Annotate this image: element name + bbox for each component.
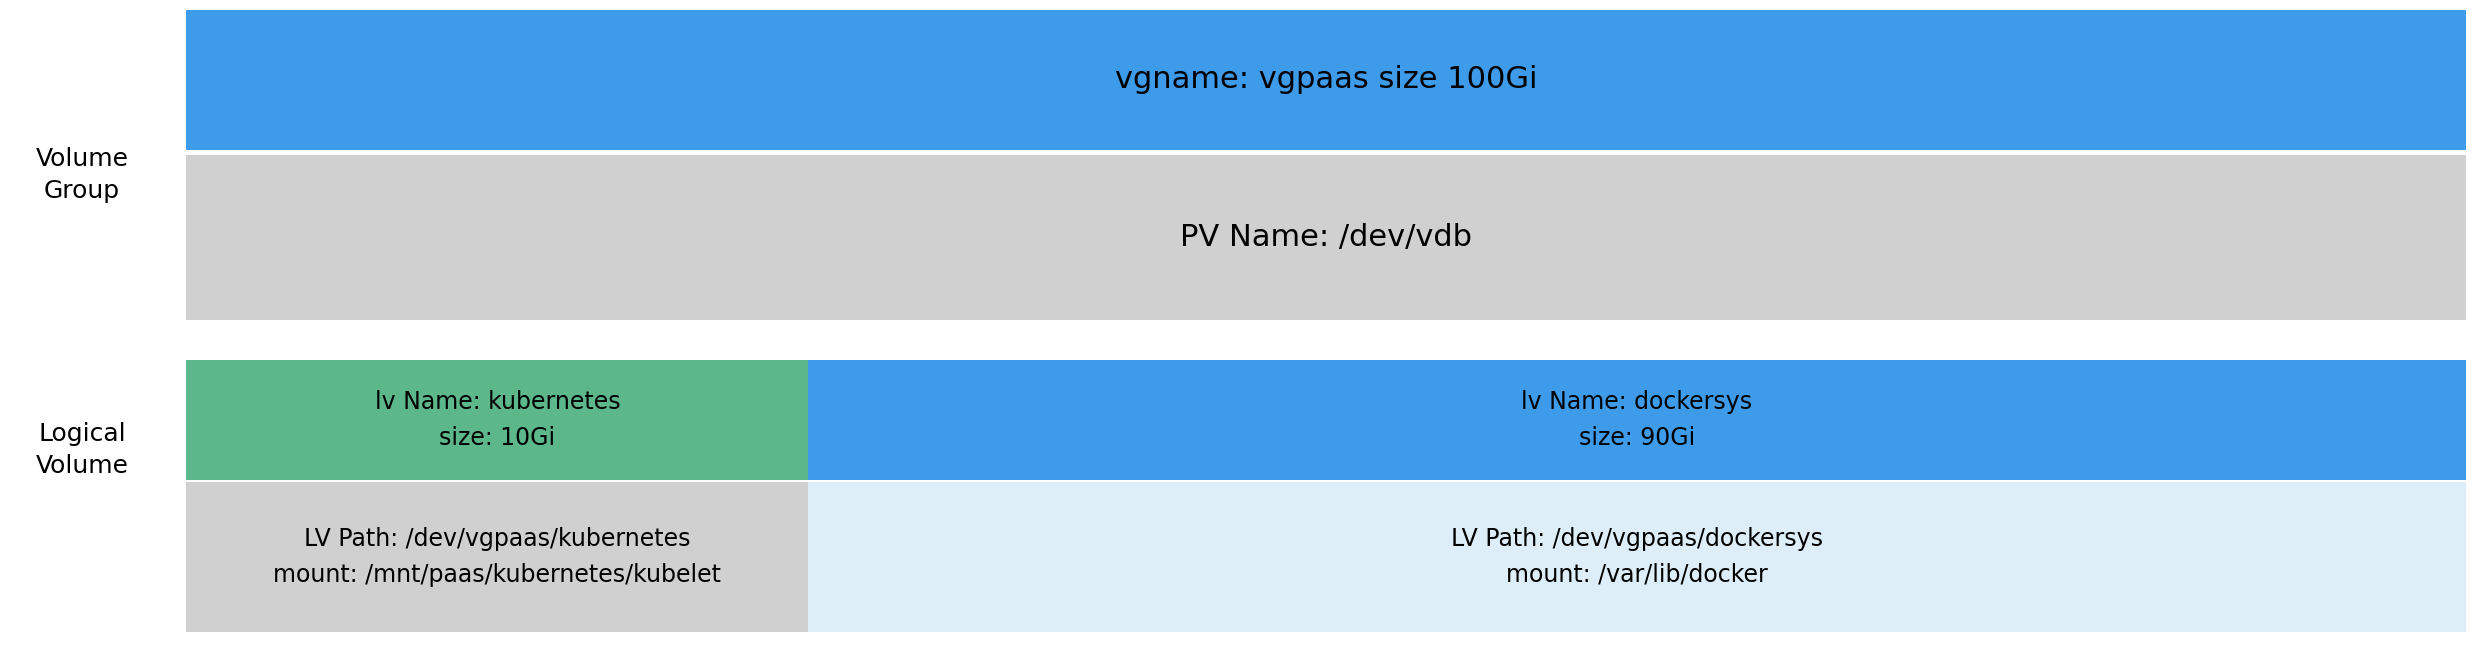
Text: Logical
Volume: Logical Volume (35, 422, 129, 478)
Text: lv Name: kubernetes
size: 10Gi: lv Name: kubernetes size: 10Gi (375, 390, 621, 450)
Bar (186, 360, 809, 480)
Text: Volume
Group: Volume Group (35, 147, 129, 202)
Bar (186, 10, 2466, 150)
Bar (186, 155, 2466, 320)
Bar (809, 360, 2466, 480)
Bar (186, 482, 809, 632)
Bar (809, 482, 2466, 632)
Text: PV Name: /dev/vdb: PV Name: /dev/vdb (1179, 223, 1472, 252)
Text: LV Path: /dev/vgpaas/kubernetes
mount: /mnt/paas/kubernetes/kubelet: LV Path: /dev/vgpaas/kubernetes mount: /… (273, 527, 723, 587)
Text: vgname: vgpaas size 100Gi: vgname: vgpaas size 100Gi (1115, 66, 1537, 95)
Text: LV Path: /dev/vgpaas/dockersys
mount: /var/lib/docker: LV Path: /dev/vgpaas/dockersys mount: /v… (1450, 527, 1823, 587)
Text: lv Name: dockersys
size: 90Gi: lv Name: dockersys size: 90Gi (1522, 390, 1753, 450)
